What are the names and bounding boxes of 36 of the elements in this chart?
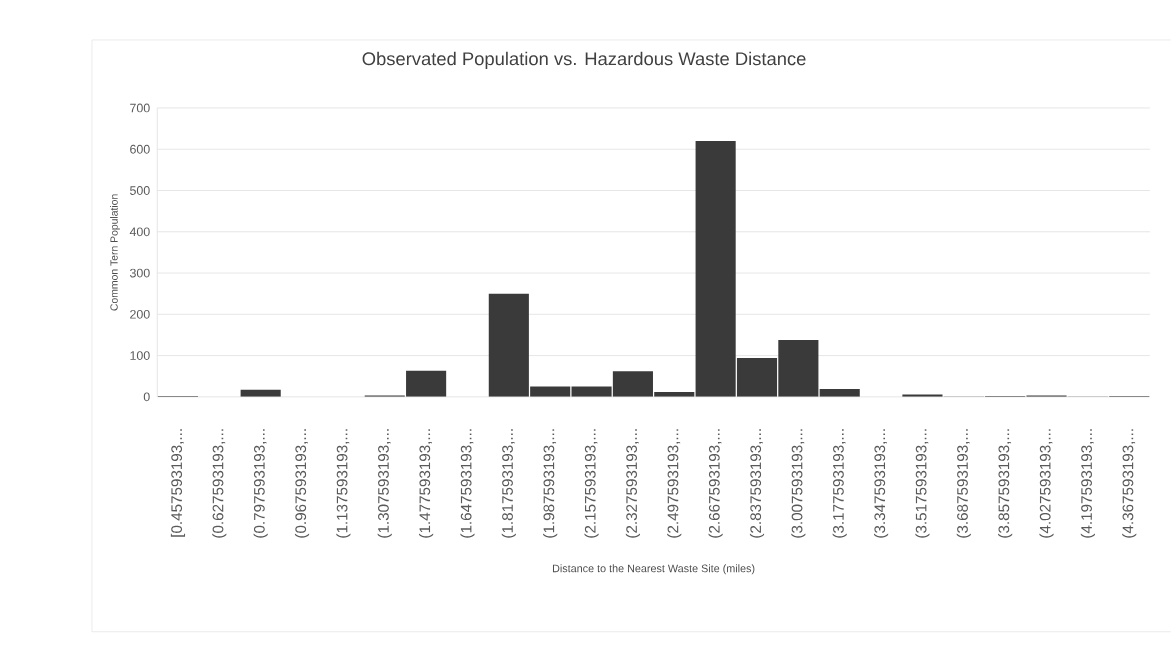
chart-title: Observated Population vs. Hazardous Waste Distance bbox=[362, 51, 806, 70]
x-tick-label: (4.367593193,... bbox=[1122, 429, 1137, 538]
x-tick-label: (3.857593193,... bbox=[998, 429, 1013, 538]
x-axis-title: Distance to the Nearest Waste Site (miles) bbox=[552, 564, 755, 575]
x-tick-label: (1.307593193,... bbox=[377, 429, 392, 538]
y-tick-label: 400 bbox=[129, 227, 150, 237]
y-tick-label: 700 bbox=[130, 103, 150, 113]
x-tick-label: [0.457593193,... bbox=[170, 429, 186, 537]
x-tick-label: (3.517593193,... bbox=[915, 429, 930, 538]
y-tick-label: 600 bbox=[130, 144, 150, 154]
y-tick-label: 300 bbox=[129, 268, 150, 278]
x-tick-label: (4.027593193,... bbox=[1039, 429, 1054, 538]
x-tick-label: (2.667593193,... bbox=[708, 429, 723, 538]
x-tick-label: (1.137593193,... bbox=[336, 429, 351, 538]
x-tick-label: (3.687593193,... bbox=[956, 429, 971, 538]
y-tick-label: 0 bbox=[143, 392, 150, 402]
x-tick-label: (2.327593193,... bbox=[625, 429, 640, 538]
x-tick-label: (3.347593193,... bbox=[874, 429, 889, 538]
x-tick-label: (3.007593193,... bbox=[791, 429, 806, 538]
x-tick-label: (0.627593193,... bbox=[212, 429, 227, 538]
x-tick-label: (2.497593193,... bbox=[667, 429, 682, 538]
y-axis-title: Common Tern Population bbox=[110, 194, 120, 311]
x-tick-label: (1.477593193,... bbox=[419, 429, 434, 538]
y-tick-label: 500 bbox=[130, 186, 150, 196]
bar bbox=[406, 370, 447, 397]
x-tick-label: (1.817593193,... bbox=[501, 429, 516, 538]
x-tick-label: (2.837593193,... bbox=[749, 429, 765, 538]
x-tick-label: (2.157593193,... bbox=[584, 429, 599, 538]
x-tick-label: (1.647593193,... bbox=[460, 429, 475, 538]
y-tick-label: 200 bbox=[130, 310, 150, 319]
x-tick-label: (1.987593193,... bbox=[543, 429, 558, 538]
y-tick-label: 100 bbox=[130, 351, 150, 361]
x-tick-label: (3.177593193,... bbox=[832, 429, 847, 538]
x-tick-label: (4.197593193,... bbox=[1080, 429, 1095, 538]
x-tick-label: (0.967593193,... bbox=[294, 429, 310, 538]
x-tick-label: (0.797593193,... bbox=[253, 429, 268, 538]
